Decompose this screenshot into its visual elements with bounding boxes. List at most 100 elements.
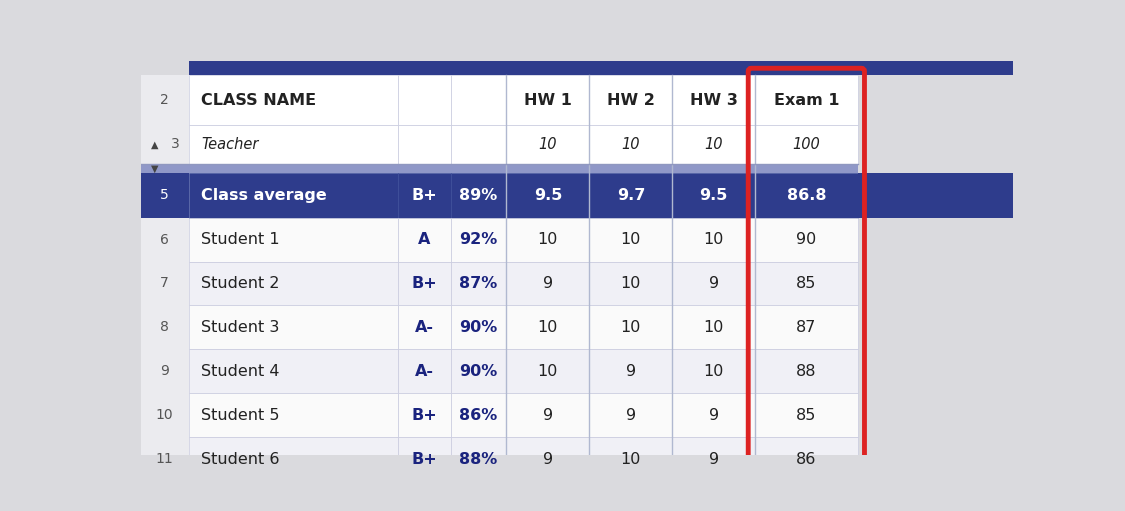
Bar bbox=[189, 393, 398, 437]
Text: 9: 9 bbox=[709, 276, 719, 291]
Bar bbox=[755, 173, 857, 218]
Bar bbox=[141, 262, 189, 306]
Text: 10: 10 bbox=[621, 276, 641, 291]
Text: 10: 10 bbox=[621, 320, 641, 335]
Bar bbox=[673, 306, 755, 350]
Bar bbox=[141, 164, 857, 173]
Bar bbox=[590, 306, 673, 350]
Text: 9: 9 bbox=[626, 364, 636, 379]
Bar bbox=[141, 173, 189, 218]
Bar bbox=[189, 437, 398, 481]
Text: Student 3: Student 3 bbox=[201, 320, 279, 335]
Text: 9: 9 bbox=[543, 276, 554, 291]
Text: 9.5: 9.5 bbox=[700, 188, 728, 203]
Bar bbox=[141, 306, 189, 350]
Bar bbox=[673, 218, 755, 262]
Text: ▼: ▼ bbox=[151, 164, 159, 173]
Text: 10: 10 bbox=[538, 320, 558, 335]
Bar bbox=[755, 125, 857, 164]
Bar bbox=[398, 437, 451, 481]
Text: HW 1: HW 1 bbox=[524, 92, 572, 108]
Bar bbox=[857, 61, 1012, 75]
Bar bbox=[506, 75, 590, 125]
Text: 10: 10 bbox=[621, 452, 641, 467]
Text: 10: 10 bbox=[704, 137, 723, 152]
Bar bbox=[755, 218, 857, 262]
Text: 10: 10 bbox=[703, 232, 723, 247]
Text: 86%: 86% bbox=[459, 408, 497, 423]
Bar bbox=[857, 173, 1012, 218]
Text: 9: 9 bbox=[543, 408, 554, 423]
Text: 90%: 90% bbox=[459, 320, 497, 335]
Text: 2: 2 bbox=[160, 93, 169, 107]
Text: B+: B+ bbox=[412, 188, 438, 203]
Bar bbox=[755, 75, 857, 125]
Bar bbox=[141, 437, 189, 481]
Text: B+: B+ bbox=[412, 276, 438, 291]
Bar bbox=[506, 393, 590, 437]
Bar bbox=[590, 350, 673, 393]
Text: A-: A- bbox=[415, 320, 434, 335]
Bar bbox=[451, 306, 506, 350]
Text: 10: 10 bbox=[538, 364, 558, 379]
Bar bbox=[398, 306, 451, 350]
Bar bbox=[451, 437, 506, 481]
Bar bbox=[189, 306, 398, 350]
Bar bbox=[506, 262, 590, 306]
Bar bbox=[398, 262, 451, 306]
Text: 86.8: 86.8 bbox=[786, 188, 826, 203]
Bar bbox=[451, 125, 506, 164]
Bar bbox=[506, 173, 590, 218]
Bar bbox=[451, 350, 506, 393]
Text: 10: 10 bbox=[621, 232, 641, 247]
Text: 100: 100 bbox=[792, 137, 820, 152]
Bar bbox=[141, 75, 189, 125]
Text: 9.5: 9.5 bbox=[533, 188, 562, 203]
Bar bbox=[451, 262, 506, 306]
Bar bbox=[590, 437, 673, 481]
Text: 10: 10 bbox=[703, 320, 723, 335]
Text: 11: 11 bbox=[155, 452, 173, 466]
Text: Class average: Class average bbox=[201, 188, 327, 203]
Bar bbox=[451, 173, 506, 218]
Bar bbox=[590, 125, 673, 164]
Text: 7: 7 bbox=[160, 276, 169, 290]
Bar bbox=[141, 350, 189, 393]
Text: Student 4: Student 4 bbox=[201, 364, 280, 379]
Text: B+: B+ bbox=[412, 452, 438, 467]
Bar bbox=[755, 306, 857, 350]
Text: 87%: 87% bbox=[459, 276, 497, 291]
Bar bbox=[755, 437, 857, 481]
Bar bbox=[398, 173, 451, 218]
Bar bbox=[189, 75, 398, 125]
Bar bbox=[189, 61, 857, 455]
Bar bbox=[590, 75, 673, 125]
Bar bbox=[673, 173, 755, 218]
Bar bbox=[590, 173, 673, 218]
Bar bbox=[189, 173, 398, 218]
Text: 86: 86 bbox=[796, 452, 817, 467]
Text: 89%: 89% bbox=[459, 188, 497, 203]
Bar bbox=[506, 437, 590, 481]
Bar bbox=[189, 262, 398, 306]
Text: 87: 87 bbox=[796, 320, 817, 335]
Text: 9.7: 9.7 bbox=[616, 188, 645, 203]
Bar bbox=[673, 350, 755, 393]
Text: 10: 10 bbox=[538, 232, 558, 247]
Bar bbox=[398, 393, 451, 437]
Bar bbox=[673, 262, 755, 306]
Bar bbox=[189, 218, 398, 262]
Bar bbox=[673, 75, 755, 125]
Text: 10: 10 bbox=[621, 137, 640, 152]
Bar bbox=[141, 393, 189, 437]
Bar bbox=[451, 218, 506, 262]
Bar bbox=[506, 218, 590, 262]
Text: A-: A- bbox=[415, 364, 434, 379]
Bar bbox=[398, 125, 451, 164]
Bar bbox=[755, 393, 857, 437]
Text: B+: B+ bbox=[412, 408, 438, 423]
Text: 9: 9 bbox=[709, 452, 719, 467]
Text: Exam 1: Exam 1 bbox=[774, 92, 839, 108]
Text: CLASS NAME: CLASS NAME bbox=[201, 92, 316, 108]
Bar bbox=[398, 350, 451, 393]
